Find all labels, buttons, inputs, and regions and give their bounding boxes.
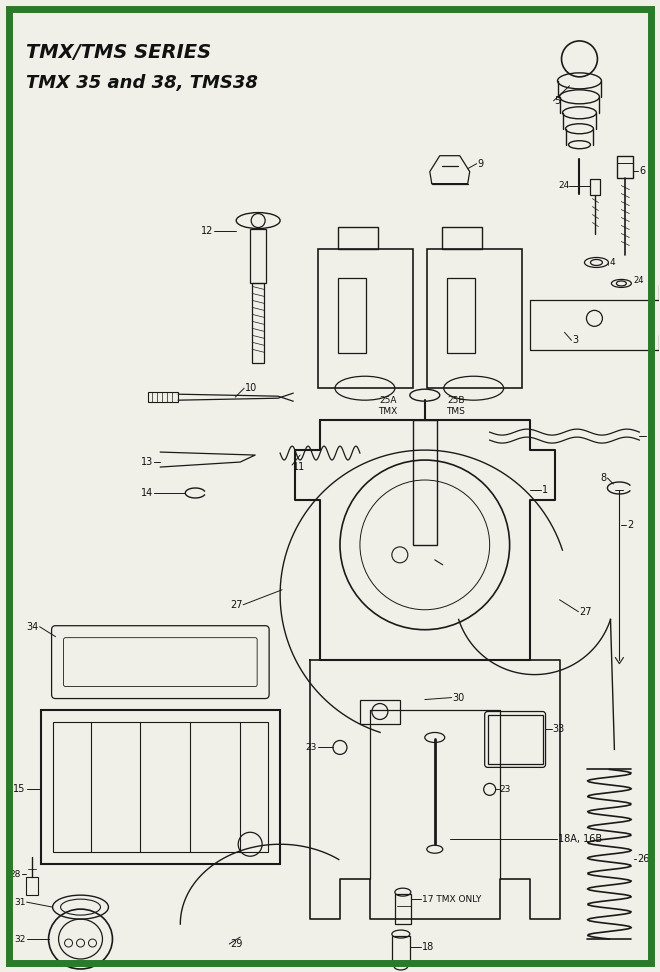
Bar xyxy=(412,420,437,545)
Bar xyxy=(447,278,475,353)
Text: 9: 9 xyxy=(478,158,484,169)
Text: 6: 6 xyxy=(640,165,645,176)
Bar xyxy=(488,714,543,764)
Bar xyxy=(395,894,411,924)
Text: 32: 32 xyxy=(15,934,26,944)
Text: 23: 23 xyxy=(306,743,317,752)
Bar xyxy=(392,936,410,964)
Text: TMX: TMX xyxy=(378,406,397,416)
Bar xyxy=(360,700,400,724)
Text: 8: 8 xyxy=(601,473,607,483)
Text: 24: 24 xyxy=(558,181,570,191)
Text: 14: 14 xyxy=(141,488,153,498)
Bar xyxy=(53,721,268,852)
Bar xyxy=(318,249,412,388)
Text: 11: 11 xyxy=(293,462,306,472)
Bar xyxy=(250,228,266,284)
Text: 13: 13 xyxy=(141,457,153,468)
Text: 30: 30 xyxy=(453,693,465,703)
Text: 27: 27 xyxy=(579,607,592,617)
Text: 25A: 25A xyxy=(379,396,397,404)
Text: 31: 31 xyxy=(14,897,26,907)
Text: 29: 29 xyxy=(230,939,243,949)
Text: 33: 33 xyxy=(552,724,565,735)
Text: 3: 3 xyxy=(572,335,579,345)
Text: 25B: 25B xyxy=(447,396,465,404)
Text: 17 TMX ONLY: 17 TMX ONLY xyxy=(422,894,481,904)
Bar xyxy=(148,392,178,402)
Bar xyxy=(617,156,634,178)
Text: 18: 18 xyxy=(422,942,434,952)
Bar xyxy=(41,710,280,864)
Bar xyxy=(338,278,366,353)
Text: TMX 35 and 38, TMS38: TMX 35 and 38, TMS38 xyxy=(26,74,257,91)
Text: 24: 24 xyxy=(634,276,644,285)
Text: 34: 34 xyxy=(26,622,39,632)
Bar xyxy=(442,226,482,249)
Text: 23: 23 xyxy=(500,784,511,794)
Text: 27: 27 xyxy=(230,600,243,609)
Bar xyxy=(252,284,264,364)
Text: 5: 5 xyxy=(554,96,561,106)
Text: 15: 15 xyxy=(13,784,26,794)
Text: TMS: TMS xyxy=(446,406,465,416)
Bar xyxy=(427,249,521,388)
Text: 26: 26 xyxy=(638,854,649,864)
Bar xyxy=(26,877,38,895)
Text: 4: 4 xyxy=(609,258,615,267)
Text: 10: 10 xyxy=(245,383,257,394)
Bar xyxy=(591,179,601,194)
Text: 1: 1 xyxy=(542,485,548,495)
Text: 18A, 16B: 18A, 16B xyxy=(558,834,602,845)
Text: 7: 7 xyxy=(647,432,653,441)
Text: 28: 28 xyxy=(9,870,20,879)
Text: 2: 2 xyxy=(628,520,634,530)
Bar xyxy=(338,226,378,249)
Text: 12: 12 xyxy=(201,226,213,235)
Text: TMX/TMS SERIES: TMX/TMS SERIES xyxy=(26,44,211,62)
